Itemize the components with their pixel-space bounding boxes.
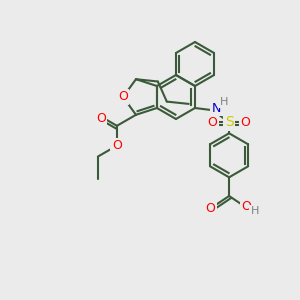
Text: O: O xyxy=(118,91,128,103)
Text: H: H xyxy=(250,206,259,216)
Text: O: O xyxy=(112,139,122,152)
Text: O: O xyxy=(208,116,218,129)
Text: N: N xyxy=(212,102,221,115)
Text: H: H xyxy=(219,97,228,107)
Text: O: O xyxy=(206,202,215,215)
Text: S: S xyxy=(225,115,233,129)
Text: O: O xyxy=(242,200,251,214)
Text: O: O xyxy=(96,112,106,125)
Text: O: O xyxy=(241,116,250,129)
